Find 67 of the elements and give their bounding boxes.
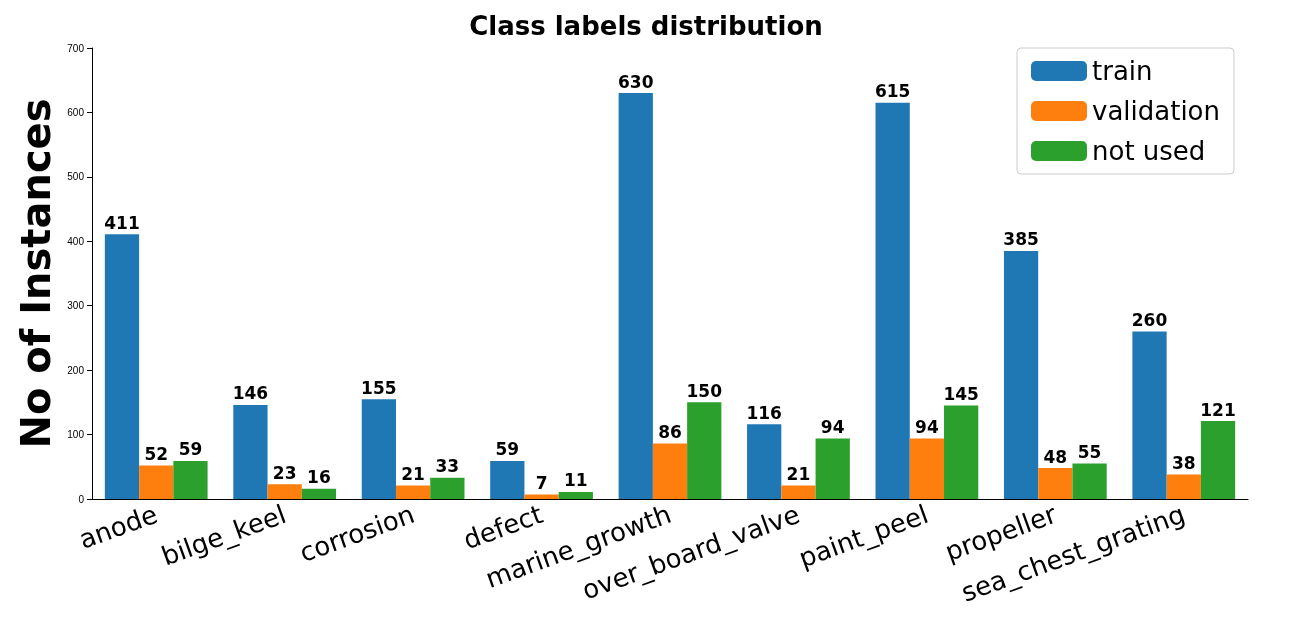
y-tick-label: 300	[67, 300, 85, 312]
legend-label: not used	[1091, 136, 1206, 166]
y-tick-label: 700	[67, 42, 85, 54]
bar	[781, 485, 816, 499]
y-tick-label: 0	[78, 493, 85, 505]
data-label: 385	[1003, 229, 1039, 250]
data-label: 411	[104, 212, 140, 233]
data-label: 116	[746, 402, 782, 423]
bar	[652, 443, 688, 499]
bar	[909, 438, 945, 499]
bar	[1132, 331, 1167, 499]
data-label: 260	[1131, 309, 1168, 330]
data-label: 33	[435, 456, 460, 477]
data-label: 630	[618, 71, 654, 92]
legend-label: train	[1091, 56, 1153, 86]
data-label: 38	[1171, 453, 1196, 474]
bar	[747, 424, 782, 499]
data-label: 48	[1043, 446, 1068, 467]
bar	[618, 93, 653, 499]
data-label: 21	[401, 463, 425, 484]
bar	[173, 460, 208, 499]
data-label: 150	[686, 380, 723, 401]
bar	[1038, 468, 1073, 499]
data-label: 11	[563, 470, 588, 491]
data-label: 52	[144, 444, 169, 464]
data-label: 146	[232, 383, 269, 404]
data-label: 55	[1077, 442, 1102, 463]
bar	[233, 404, 268, 499]
data-label: 21	[786, 463, 811, 484]
y-tick-label: 600	[67, 106, 85, 118]
bar	[139, 465, 174, 499]
bar	[1200, 421, 1236, 499]
chart-title: Class labels distribution	[469, 11, 823, 41]
data-label: 23	[272, 462, 297, 483]
data-label: 155	[361, 377, 397, 398]
y-tick-label: 200	[67, 364, 85, 376]
bar	[395, 485, 431, 499]
bar	[1166, 474, 1201, 499]
bar	[1072, 463, 1107, 499]
bar	[875, 102, 910, 499]
bar	[944, 405, 979, 499]
bar	[558, 491, 593, 499]
y-tick-label: 400	[67, 235, 85, 247]
data-label: 59	[495, 439, 520, 460]
bar	[1003, 250, 1039, 499]
data-label: 16	[307, 467, 331, 488]
bar	[267, 484, 302, 499]
y-axis-title: No of Instances	[13, 98, 59, 449]
bar	[687, 402, 722, 499]
bar	[104, 234, 140, 499]
legend-label: validation	[1091, 96, 1221, 126]
bar	[490, 460, 525, 499]
bar	[361, 399, 396, 499]
data-label: 7	[535, 472, 548, 493]
data-label: 94	[915, 416, 939, 437]
bar	[815, 438, 850, 499]
bar	[430, 477, 465, 499]
data-label: 121	[1200, 399, 1236, 420]
data-label: 94	[820, 416, 845, 437]
data-label: 86	[658, 422, 682, 443]
bar	[524, 494, 559, 499]
data-label: 615	[874, 81, 911, 102]
data-label: 59	[178, 439, 203, 460]
data-label: 145	[943, 384, 979, 405]
bar	[301, 488, 337, 499]
y-tick-label: 100	[67, 429, 85, 441]
y-tick-label: 500	[67, 171, 85, 183]
